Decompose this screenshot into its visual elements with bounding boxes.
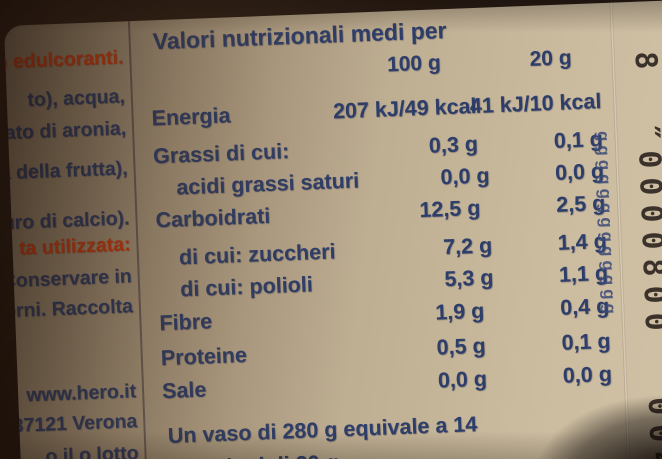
- ingredients-line: uro di calcio).: [4, 207, 130, 235]
- website-text: www.hero.it: [25, 380, 137, 407]
- serving-note-line2: porzioni di 20 g: [181, 450, 340, 459]
- product-label: Con edulcoranti. to), acqua, rato di aro…: [4, 0, 662, 459]
- col-header-20g: 20 g: [529, 46, 573, 71]
- col-header-100g: 100 g: [386, 51, 442, 77]
- row-label: Sale: [161, 377, 207, 404]
- value-100g: 12,5 g: [418, 195, 481, 223]
- value-20g: 0,0 g: [562, 361, 613, 388]
- ingredients-line: to), acqua,: [26, 85, 126, 112]
- storage-line: . Conservare in: [4, 265, 133, 293]
- row-label: Energia: [151, 103, 231, 131]
- value-20g: 2,5 g: [555, 191, 606, 217]
- ingredients-line: a della frutta),: [4, 157, 128, 185]
- row-label: Proteine: [160, 342, 248, 371]
- value-100g: 207 kJ/49 kcal: [332, 93, 477, 124]
- table-row-energia: Energia 207 kJ/49 kcal 41 kJ/10 kcal: [151, 89, 602, 131]
- lot-line: o il o lotto: [45, 442, 139, 459]
- row-label: di cui: zuccheri: [178, 239, 336, 270]
- row-label: Fibre: [159, 309, 213, 336]
- value-20g: 0,0 g: [554, 159, 605, 185]
- ingredients-line: ta utilizzata:: [18, 233, 131, 260]
- barcode-digits-bottom: 004: [640, 396, 662, 459]
- value-20g: 41 kJ/10 kcal: [469, 89, 602, 119]
- value-20g: 0,1 g: [553, 127, 604, 153]
- value-100g: 7,2 g: [442, 233, 493, 260]
- nutrition-title: Valori nutrizionali medi per: [152, 17, 447, 55]
- value-100g: 1,9 g: [434, 298, 485, 325]
- nutrition-table: Valori nutrizionali medi per 100 g 20 g …: [148, 3, 618, 459]
- barcode-digit-top: 8: [627, 50, 662, 80]
- value-100g: 5,3 g: [443, 265, 494, 292]
- address-line: 4, 37121 Verona: [4, 410, 138, 438]
- row-label: Grassi di cui:: [152, 139, 290, 169]
- row-label: acidi grassi saturi: [175, 168, 360, 200]
- value-20g: 0,4 g: [559, 293, 610, 320]
- ingredients-panel: Con edulcoranti. to), acqua, rato di aro…: [4, 21, 144, 459]
- storage-line: iorni. Raccolta: [4, 295, 134, 323]
- ingredients-line: rato di aronia,: [4, 117, 127, 145]
- serving-note-line1: Un vaso di 280 g equivale a 14: [167, 412, 478, 449]
- value-100g: 0,0 g: [440, 163, 490, 190]
- row-label: Carboidrati: [155, 203, 271, 233]
- value-20g: 1,4 g: [557, 229, 608, 255]
- value-20g: 1,1 g: [558, 261, 609, 287]
- row-label: di cui: polioli: [179, 272, 314, 302]
- value-100g: 0,5 g: [436, 333, 487, 360]
- value-100g: 0,3 g: [428, 131, 479, 158]
- ingredients-line: Con edulcoranti.: [4, 46, 124, 75]
- value-20g: 0,1 g: [561, 328, 611, 355]
- value-100g: 0,0 g: [437, 366, 488, 393]
- barcode-digits-mid: ″0000800: [630, 122, 662, 341]
